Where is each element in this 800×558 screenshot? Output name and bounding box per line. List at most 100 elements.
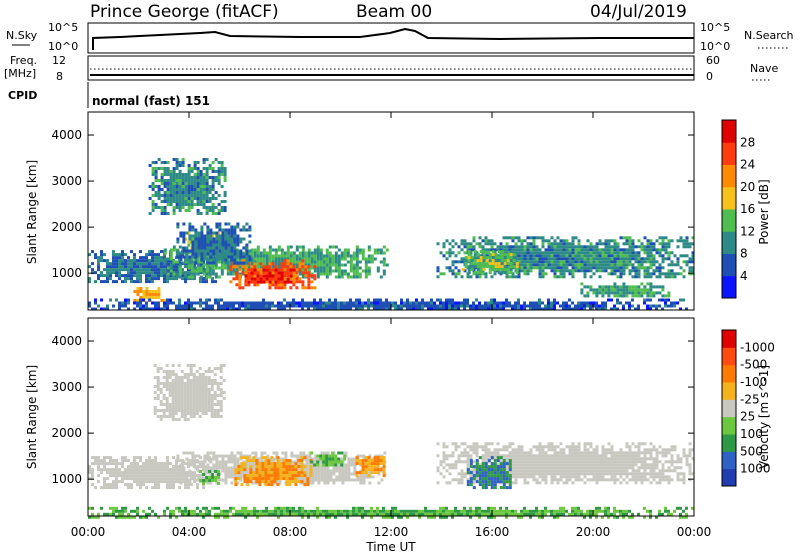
heatmap-cell <box>590 245 593 248</box>
heatmap-cell <box>154 265 157 268</box>
heatmap-cell <box>187 241 190 244</box>
heatmap-cell <box>488 239 491 242</box>
heatmap-cell <box>510 271 513 274</box>
heatmap-cell <box>193 415 196 418</box>
heatmap-cell <box>542 251 545 254</box>
heatmap-cell <box>572 245 575 248</box>
heatmap-cell <box>178 376 181 379</box>
heatmap-cell <box>232 277 235 280</box>
heatmap-cell <box>172 477 175 480</box>
heatmap-cell <box>474 256 477 259</box>
heatmap-cell <box>218 223 221 226</box>
heatmap-cell <box>326 252 329 255</box>
heatmap-cell <box>649 288 652 291</box>
heatmap-cell <box>215 241 218 244</box>
heatmap-cell <box>292 274 295 277</box>
heatmap-cell <box>259 262 262 265</box>
heatmap-cell <box>267 465 270 468</box>
heatmap-cell <box>176 158 179 161</box>
heatmap-cell <box>626 242 629 245</box>
heatmap-cell <box>236 223 239 226</box>
heatmap-cell <box>245 229 248 232</box>
heatmap-cell <box>100 299 103 302</box>
heatmap-cell <box>443 254 446 257</box>
heatmap-cell <box>227 247 230 250</box>
heatmap-cell <box>182 185 185 188</box>
heatmap-cell <box>403 305 406 308</box>
heatmap-cell <box>124 456 127 459</box>
heatmap-cell <box>634 285 637 288</box>
heatmap-cell <box>620 257 623 260</box>
heatmap-cell <box>539 260 542 263</box>
heatmap-cell <box>347 470 350 473</box>
heatmap-cell <box>227 235 230 238</box>
heatmap-cell <box>584 245 587 248</box>
heatmap-cell <box>443 457 446 460</box>
heatmap-cell <box>157 388 160 391</box>
heatmap-cell <box>194 164 197 167</box>
heatmap-cell <box>154 391 157 394</box>
heatmap-cell <box>377 267 380 270</box>
heatmap-cell <box>103 253 106 256</box>
heatmap-cell <box>133 468 136 471</box>
heatmap-cell <box>154 274 157 277</box>
heatmap-cell <box>136 268 139 271</box>
heatmap-cell <box>188 256 191 259</box>
heatmap-cell <box>211 379 214 382</box>
heatmap-cell <box>206 270 209 273</box>
heatmap-cell <box>191 176 194 179</box>
heatmap-cell <box>233 226 236 229</box>
heatmap-cell <box>607 288 610 291</box>
heatmap-cell <box>491 242 494 245</box>
heatmap-cell <box>91 262 94 265</box>
heatmap-cell <box>167 212 170 215</box>
heatmap-cell <box>565 305 568 308</box>
heatmap-cell <box>254 278 257 281</box>
heatmap-cell <box>191 464 194 467</box>
heatmap-cell <box>206 167 209 170</box>
heatmap-cell <box>605 260 608 263</box>
heatmap-cell <box>273 465 276 468</box>
heatmap-cell <box>199 388 202 391</box>
heatmap-cell <box>551 257 554 260</box>
heatmap-cell <box>97 465 100 468</box>
heatmap-cell <box>619 285 622 288</box>
heatmap-cell <box>178 486 181 489</box>
heatmap-cell <box>296 261 299 264</box>
heatmap-cell <box>182 235 185 238</box>
heatmap-cell <box>175 373 178 376</box>
heatmap-cell <box>344 473 347 476</box>
heatmap-cell <box>229 305 232 308</box>
heatmap-cell <box>461 472 464 475</box>
heatmap-cell <box>509 245 512 248</box>
heatmap-cell <box>279 474 282 477</box>
heatmap-cell <box>356 471 359 474</box>
heatmap-cell <box>649 294 652 297</box>
heatmap-cell <box>290 275 293 278</box>
heatmap-cell <box>385 302 388 305</box>
heatmap-cell <box>166 364 169 367</box>
heatmap-cell <box>670 305 673 308</box>
heatmap-cell <box>197 232 200 235</box>
heatmap-cell <box>206 179 209 182</box>
heatmap-cell <box>629 269 632 272</box>
heatmap-cell <box>220 415 223 418</box>
heatmap-cell <box>667 291 670 294</box>
heatmap-cell <box>179 235 182 238</box>
heatmap-cell <box>190 388 193 391</box>
heatmap-cell <box>136 259 139 262</box>
heatmap-cell <box>617 248 620 251</box>
heatmap-cell <box>521 239 524 242</box>
heatmap-cell <box>241 271 244 274</box>
heatmap-cell <box>179 464 182 467</box>
nsky-trace <box>93 29 694 50</box>
heatmap-cell <box>194 173 197 176</box>
heatmap-cell <box>205 412 208 415</box>
heatmap-cell <box>581 257 584 260</box>
heatmap-cell <box>215 458 218 461</box>
heatmap-cell <box>296 258 299 261</box>
heatmap-cell <box>346 305 349 308</box>
heatmap-cell <box>155 185 158 188</box>
heatmap-cell <box>584 269 587 272</box>
heatmap-cell <box>311 261 314 264</box>
